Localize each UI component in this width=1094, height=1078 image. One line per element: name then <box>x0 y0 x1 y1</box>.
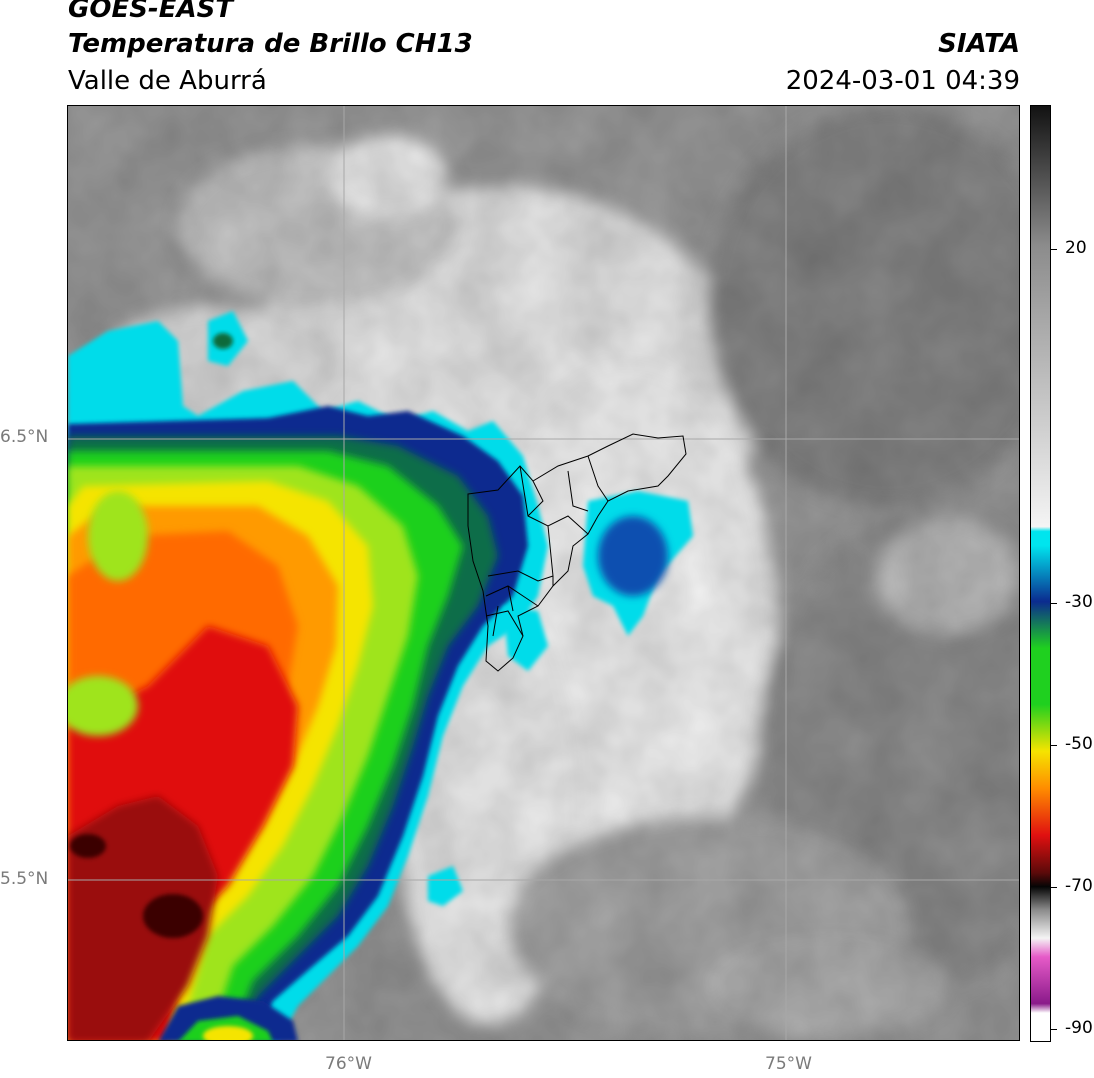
convective-system <box>68 311 693 1040</box>
municipal-boundaries <box>467 433 687 672</box>
colorbar-tick <box>1051 887 1057 888</box>
lon-label-east: 75°W <box>765 1054 812 1074</box>
colorbar-tick <box>1051 249 1057 250</box>
satellite-title: GOES-EAST <box>68 0 234 24</box>
colorbar-tick <box>1051 745 1057 746</box>
colorbar <box>1030 105 1051 1042</box>
colorbar-tick <box>1051 603 1057 604</box>
lat-label-north: 6.5°N <box>0 427 49 447</box>
colorbar-label-minus90: -90 <box>1065 1018 1093 1038</box>
map-canvas <box>68 106 1019 1040</box>
colorbar-label-minus50: -50 <box>1065 734 1093 754</box>
region-label: Valle de Aburrá <box>68 66 267 96</box>
colorbar-tick <box>1051 1029 1057 1030</box>
organization-label: SIATA <box>938 29 1020 59</box>
colorbar-label-minus30: -30 <box>1065 592 1093 612</box>
satellite-map[interactable] <box>67 105 1020 1041</box>
map-gridlines <box>68 106 1019 1040</box>
lat-label-south: 5.5°N <box>0 869 49 889</box>
product-title: Temperatura de Brillo CH13 <box>68 29 473 59</box>
colorbar-label-20: 20 <box>1065 238 1087 258</box>
lon-label-west: 76°W <box>325 1054 372 1074</box>
timestamp-label: 2024-03-01 04:39 <box>785 66 1020 96</box>
colorbar-label-minus70: -70 <box>1065 876 1093 896</box>
